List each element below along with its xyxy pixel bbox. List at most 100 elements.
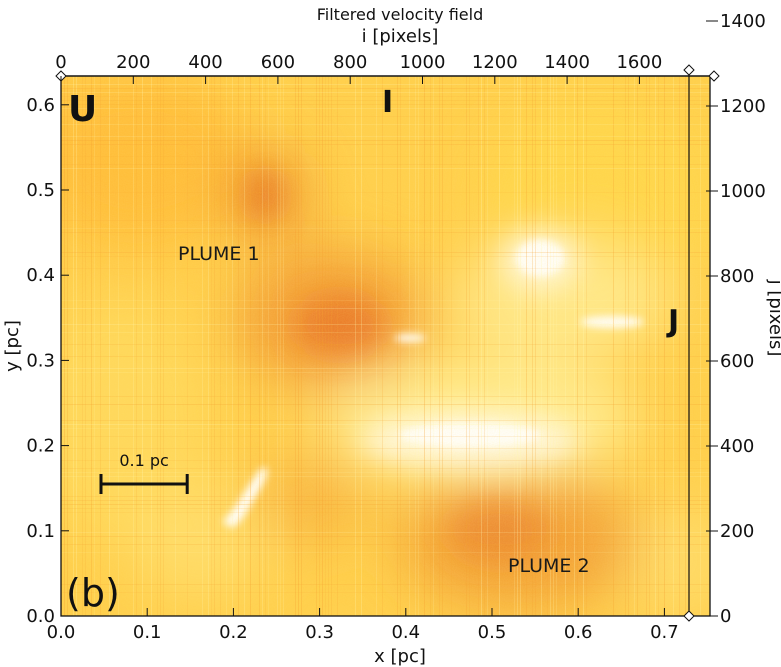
scan-stripe-v	[541, 76, 542, 616]
scan-stripe-h	[61, 404, 710, 405]
scan-stripe-h	[61, 368, 710, 369]
y2-tick-label: 400	[720, 436, 754, 457]
scan-stripe-v	[649, 76, 650, 616]
scan-stripe-v	[298, 76, 299, 616]
scan-stripe-v	[280, 76, 281, 616]
scan-stripe-v	[337, 76, 338, 616]
scan-stripe-h	[61, 92, 710, 93]
scan-stripe-v	[583, 76, 584, 616]
x2-tick-label: 600	[261, 52, 295, 73]
scan-stripe-v	[316, 76, 317, 616]
scan-stripe-v	[517, 76, 518, 616]
scan-stripe-v	[295, 76, 296, 616]
scan-stripe-h	[61, 512, 710, 513]
y-tick-label: 0.0	[26, 606, 55, 627]
scan-stripe-v	[550, 76, 551, 616]
scan-stripe-h	[61, 532, 710, 533]
scan-stripe-v	[319, 76, 320, 616]
scan-stripe-h	[61, 108, 710, 109]
scan-stripe-v	[685, 76, 686, 616]
scan-stripe-h	[61, 124, 710, 125]
scan-stripe-h	[61, 136, 710, 137]
scan-stripe-h	[61, 324, 710, 325]
scan-stripe-v	[64, 76, 65, 616]
scan-stripe-v	[208, 76, 209, 616]
y-tick-label: 0.6	[26, 95, 55, 116]
scan-stripe-v	[175, 76, 176, 616]
scan-stripe-h	[61, 476, 710, 477]
x2-axis-title: i [pixels]	[362, 26, 439, 47]
scan-stripe-v	[442, 76, 443, 616]
scan-stripe-v	[658, 76, 659, 616]
scan-stripe-h	[61, 256, 710, 257]
scan-stripe-h	[61, 536, 710, 537]
y-tick-label: 0.1	[26, 521, 55, 542]
scan-stripe-v	[361, 76, 362, 616]
y2-tick-label: 600	[720, 351, 754, 372]
x2-tick-label: 1200	[472, 52, 518, 73]
scan-stripe-v	[277, 76, 278, 616]
label-i: I	[382, 85, 393, 120]
scan-stripe-v	[262, 76, 263, 616]
y2-tick-label: 1000	[720, 181, 766, 202]
scan-stripe-h	[61, 552, 710, 553]
scan-stripe-v	[418, 76, 419, 616]
scan-stripe-v	[700, 76, 701, 616]
x2-tick-label: 400	[188, 52, 222, 73]
scan-stripe-v	[400, 76, 401, 616]
scan-stripe-v	[331, 76, 332, 616]
scan-stripe-h	[61, 144, 710, 145]
scan-stripe-v	[76, 76, 77, 616]
scan-stripe-v	[466, 76, 467, 616]
scan-stripe-v	[238, 76, 239, 616]
scan-stripe-v	[439, 76, 440, 616]
x-tick-label: 0.1	[133, 622, 162, 643]
y2-tick-label: 1400	[720, 11, 766, 32]
scan-stripe-h	[61, 420, 710, 421]
x2-tick-label: 0	[55, 52, 66, 73]
label-j: J	[666, 304, 679, 339]
scan-stripe-v	[328, 76, 329, 616]
scan-stripe-v	[100, 76, 101, 616]
label-plume-2: PLUME 2	[508, 555, 590, 577]
scan-stripe-h	[61, 468, 710, 469]
scan-stripe-v	[553, 76, 554, 616]
scan-stripe-v	[433, 76, 434, 616]
scan-stripe-v	[355, 76, 356, 616]
scan-stripe-v	[520, 76, 521, 616]
scan-stripe-h	[61, 544, 710, 545]
y-tick-label: 0.2	[26, 436, 55, 457]
scan-stripe-v	[637, 76, 638, 616]
y-tick-label: 0.3	[26, 350, 55, 371]
scan-stripe-v	[586, 76, 587, 616]
scan-stripe-v	[301, 76, 302, 616]
scan-stripe-h	[61, 472, 710, 473]
scan-stripe-v	[526, 76, 527, 616]
scan-stripe-v	[268, 76, 269, 616]
scan-stripe-v	[160, 76, 161, 616]
x2-tick-label: 800	[333, 52, 367, 73]
scan-stripe-v	[613, 76, 614, 616]
scan-stripe-v	[382, 76, 383, 616]
scan-stripe-v	[679, 76, 680, 616]
scan-stripe-h	[61, 228, 710, 229]
scan-stripe-v	[265, 76, 266, 616]
scan-stripe-h	[61, 96, 710, 97]
scan-stripe-v	[424, 76, 425, 616]
scan-stripe-h	[61, 332, 710, 333]
scan-stripe-h	[61, 424, 710, 425]
scan-stripe-v	[94, 76, 95, 616]
scan-stripe-h	[61, 232, 710, 233]
scan-stripe-v	[478, 76, 479, 616]
x2-tick-label: 200	[116, 52, 150, 73]
scan-stripe-h	[61, 168, 710, 169]
scan-stripe-v	[85, 76, 86, 616]
y2-tick-label: 200	[720, 521, 754, 542]
y2-axis-title: j [pixels]	[765, 279, 781, 357]
x2-tick-label: 1000	[400, 52, 446, 73]
chart-title: Filtered velocity field	[317, 5, 484, 24]
scan-stripe-v	[232, 76, 233, 616]
heatmap-image	[61, 76, 710, 616]
scan-stripe-v	[136, 76, 137, 616]
